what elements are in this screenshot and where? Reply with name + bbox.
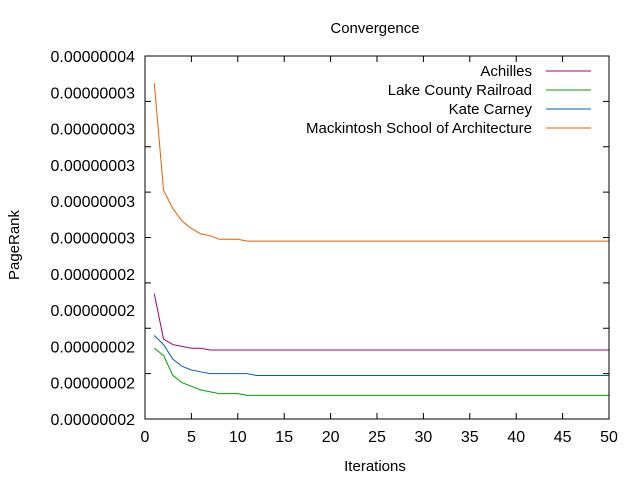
x-tick-label: 25 [368, 429, 386, 446]
series-line-3 [153, 335, 609, 376]
y-tick-label: 0.00000002 [50, 376, 135, 393]
y-tick-label: 0.00000003 [50, 122, 135, 139]
legend-label-1: Achilles [480, 63, 532, 80]
legend-label-3: Kate Carney [449, 101, 533, 118]
x-tick-label: 10 [229, 429, 247, 446]
series-line-4 [153, 83, 609, 242]
y-tick-label: 0.00000004 [50, 49, 135, 66]
x-tick-label: 5 [187, 429, 196, 446]
x-tick-label: 15 [275, 429, 293, 446]
legend-label-2: Lake County Railroad [388, 82, 532, 99]
x-tick-label: 20 [322, 429, 340, 446]
x-tick-label: 0 [141, 429, 150, 446]
x-axis-title: Iterations [344, 458, 406, 475]
x-tick-label: 50 [600, 429, 618, 446]
y-tick-label: 0.00000002 [50, 412, 135, 429]
y-tick-label: 0.00000002 [50, 339, 135, 356]
x-tick-label: 35 [461, 429, 479, 446]
y-axis-title: PageRank [6, 209, 23, 280]
legend: Achilles Lake County Railroad Kate Carney M… [306, 63, 591, 137]
legend-label-4: Mackintosh School of Architecture [306, 120, 532, 137]
y-tick-label: 0.00000002 [50, 267, 135, 284]
y-tick-label: 0.00000002 [50, 303, 135, 320]
y-tick-label: 0.00000003 [50, 194, 135, 211]
x-tick-label: 45 [554, 429, 572, 446]
series-line-2 [153, 347, 609, 396]
series-layer [153, 83, 609, 396]
y-tick-label: 0.00000003 [50, 85, 135, 102]
chart-title: Convergence [330, 20, 419, 37]
axis-layer: 0 5 10 15 20 25 30 35 40 45 50 0.00000002 0.00000002… [50, 49, 618, 446]
series-line-1 [153, 293, 609, 351]
y-tick-label: 0.00000003 [50, 231, 135, 248]
x-tick-label: 40 [507, 429, 525, 446]
x-tick-label: 30 [415, 429, 433, 446]
y-tick-label: 0.00000003 [50, 158, 135, 175]
